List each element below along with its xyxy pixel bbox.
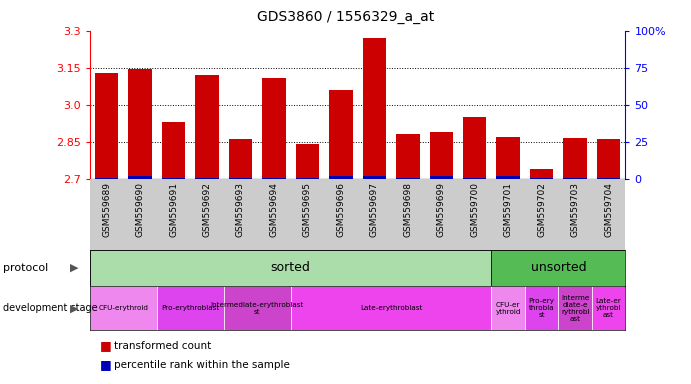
Bar xyxy=(157,286,224,330)
Bar xyxy=(262,78,285,179)
Bar xyxy=(296,144,319,179)
Text: ▶: ▶ xyxy=(70,303,79,313)
Text: ▶: ▶ xyxy=(70,263,79,273)
Bar xyxy=(558,286,592,330)
Text: GSM559689: GSM559689 xyxy=(102,182,111,237)
Text: Late-er
ythrobl
ast: Late-er ythrobl ast xyxy=(596,298,622,318)
Text: protocol: protocol xyxy=(3,263,48,273)
Text: CFU-er
ythroid: CFU-er ythroid xyxy=(495,302,521,314)
Bar xyxy=(530,178,553,179)
Text: transformed count: transformed count xyxy=(114,341,211,351)
Bar xyxy=(162,122,185,179)
Bar xyxy=(463,117,486,179)
Text: Pro-ery
throbla
st: Pro-ery throbla st xyxy=(529,298,555,318)
Bar xyxy=(329,175,352,179)
Text: GSM559699: GSM559699 xyxy=(437,182,446,237)
Text: Pro-erythroblast: Pro-erythroblast xyxy=(161,305,219,311)
Bar xyxy=(196,75,218,179)
Text: GDS3860 / 1556329_a_at: GDS3860 / 1556329_a_at xyxy=(257,10,434,23)
Text: GSM559702: GSM559702 xyxy=(537,182,546,237)
Bar xyxy=(563,178,587,179)
Bar xyxy=(229,139,252,179)
Bar xyxy=(363,38,386,179)
Text: GSM559703: GSM559703 xyxy=(571,182,580,237)
Text: GSM559698: GSM559698 xyxy=(404,182,413,237)
Bar xyxy=(262,178,285,179)
Bar xyxy=(491,286,525,330)
Text: GSM559691: GSM559691 xyxy=(169,182,178,237)
Text: Late-erythroblast: Late-erythroblast xyxy=(360,305,422,311)
Text: percentile rank within the sample: percentile rank within the sample xyxy=(114,360,290,370)
Bar xyxy=(497,175,520,179)
Text: GSM559697: GSM559697 xyxy=(370,182,379,237)
Bar xyxy=(430,175,453,179)
Bar xyxy=(563,138,587,179)
Bar xyxy=(296,178,319,179)
Bar xyxy=(597,178,621,179)
Text: GSM559701: GSM559701 xyxy=(504,182,513,237)
Bar xyxy=(196,178,218,179)
Text: sorted: sorted xyxy=(271,262,310,274)
Text: ■: ■ xyxy=(100,358,112,371)
Bar xyxy=(525,286,558,330)
Bar xyxy=(530,169,553,179)
Text: CFU-erythroid: CFU-erythroid xyxy=(98,305,149,311)
Text: unsorted: unsorted xyxy=(531,262,586,274)
Bar xyxy=(463,178,486,179)
Bar xyxy=(329,90,352,179)
Bar xyxy=(396,134,419,179)
Bar xyxy=(291,286,491,330)
Bar xyxy=(162,178,185,179)
Text: Interme
diate-e
rythrobl
ast: Interme diate-e rythrobl ast xyxy=(561,295,589,322)
Text: GSM559696: GSM559696 xyxy=(337,182,346,237)
Bar xyxy=(90,250,491,286)
Text: GSM559704: GSM559704 xyxy=(604,182,613,237)
Text: GSM559700: GSM559700 xyxy=(471,182,480,237)
Text: GSM559693: GSM559693 xyxy=(236,182,245,237)
Text: Intermediate-erythroblast
st: Intermediate-erythroblast st xyxy=(211,302,304,314)
Text: GSM559694: GSM559694 xyxy=(269,182,278,237)
Bar xyxy=(592,286,625,330)
Text: GSM559695: GSM559695 xyxy=(303,182,312,237)
Bar xyxy=(90,286,157,330)
Bar xyxy=(597,139,621,179)
Bar xyxy=(95,73,118,179)
Bar xyxy=(491,250,625,286)
Text: GSM559692: GSM559692 xyxy=(202,182,211,237)
Bar xyxy=(430,132,453,179)
Bar xyxy=(129,175,152,179)
Bar xyxy=(224,286,291,330)
Bar xyxy=(95,178,118,179)
Bar xyxy=(129,69,152,179)
Bar xyxy=(229,178,252,179)
Bar xyxy=(363,175,386,179)
Text: ■: ■ xyxy=(100,339,112,352)
Bar xyxy=(396,178,419,179)
Bar xyxy=(497,137,520,179)
Text: GSM559690: GSM559690 xyxy=(135,182,144,237)
Text: development stage: development stage xyxy=(3,303,98,313)
